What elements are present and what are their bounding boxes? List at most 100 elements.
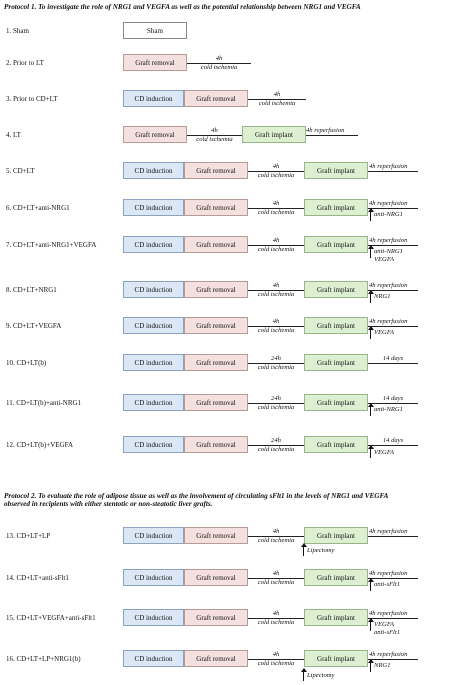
ischemia-label: cold ischemia bbox=[257, 446, 295, 453]
ischemia-time: 4h bbox=[272, 651, 280, 658]
graft-implant-box: Graft implant bbox=[304, 609, 368, 626]
ischemia-time: 24h bbox=[271, 395, 281, 402]
ischemia-time: 4h bbox=[272, 282, 280, 289]
ischemia-label: cold ischemia bbox=[257, 327, 295, 334]
row-label: 16. CD+LT+LP+NRG1(b) bbox=[6, 655, 81, 663]
up-arrow-icon bbox=[300, 668, 307, 681]
treatment-label: VEGFA bbox=[374, 329, 395, 336]
ischemia-line bbox=[248, 403, 304, 404]
graft-removal-box: Graft removal bbox=[184, 162, 248, 179]
ischemia-time: 4h bbox=[272, 570, 280, 577]
post-implant-label: 14 days bbox=[382, 395, 404, 402]
graft-removal-box: Graft removal bbox=[184, 199, 248, 216]
post-implant-label: 4h reperfusion bbox=[369, 163, 408, 170]
post-implant-line bbox=[368, 536, 418, 537]
cd-induction-box: CD induction bbox=[123, 199, 184, 216]
lipectomy-label: Lipectomy bbox=[307, 672, 335, 679]
ischemia-label: cold ischemia bbox=[257, 619, 295, 626]
ischemia-line bbox=[187, 135, 242, 136]
ischemia-line bbox=[248, 326, 304, 327]
ischemia-time: 4h bbox=[273, 91, 281, 98]
graft-implant-box: Graft implant bbox=[304, 199, 368, 216]
ischemia-label: cold ischemia bbox=[257, 209, 295, 216]
ischemia-time: 24h bbox=[271, 355, 281, 362]
up-arrow-icon bbox=[367, 445, 374, 458]
graft-implant-box: Graft implant bbox=[304, 317, 368, 334]
graft-removal-box: Graft removal bbox=[184, 354, 248, 371]
graft-implant-box: Graft implant bbox=[242, 126, 306, 143]
cd-induction-box: CD induction bbox=[123, 650, 184, 667]
post-implant-line bbox=[368, 445, 418, 446]
graft-implant-box: Graft implant bbox=[304, 162, 368, 179]
treatment-label: VEGFA bbox=[374, 256, 395, 263]
ischemia-line bbox=[248, 245, 304, 246]
cd-induction-box: CD induction bbox=[123, 569, 184, 586]
post-implant-line bbox=[368, 290, 418, 291]
ischemia-label: cold ischemia bbox=[257, 172, 295, 179]
post-implant-line bbox=[368, 578, 418, 579]
ischemia-line bbox=[248, 290, 304, 291]
post-implant-label: 4h reperfusion bbox=[369, 200, 408, 207]
treatment-label: anti-NRG1 bbox=[374, 406, 403, 413]
treatment-label: anti-sFlt1 bbox=[374, 629, 401, 636]
ischemia-time: 4h bbox=[272, 237, 280, 244]
post-implant-label: 4h reperfusion bbox=[369, 651, 408, 658]
ischemia-line bbox=[248, 578, 304, 579]
treatment-label: VEGFA bbox=[374, 449, 395, 456]
row-label: 7. CD+LT+anti-NRG1+VEGFA bbox=[6, 241, 97, 249]
post-implant-line bbox=[368, 403, 418, 404]
cd-induction-box: CD induction bbox=[123, 281, 184, 298]
row-label: 10. CD+LT(b) bbox=[6, 359, 47, 367]
graft-implant-box: Graft implant bbox=[304, 569, 368, 586]
row-label: 5. CD+LT bbox=[6, 167, 35, 175]
graft-implant-box: Graft implant bbox=[304, 394, 368, 411]
ischemia-time: 4h bbox=[272, 528, 280, 535]
ischemia-line bbox=[248, 445, 304, 446]
row-label: 14. CD+LT+anti-sFlt1 bbox=[6, 574, 69, 582]
treatment-label: NRG1 bbox=[374, 662, 391, 669]
up-arrow-icon bbox=[367, 659, 374, 672]
cd-induction-box: CD induction bbox=[123, 162, 184, 179]
up-arrow-icon bbox=[367, 290, 374, 303]
graft-removal-box: Graft removal bbox=[184, 609, 248, 626]
treatment-label: NRG1 bbox=[374, 293, 391, 300]
graft-removal-box: Graft removal bbox=[184, 281, 248, 298]
row-label: 6. CD+LT+anti-NRG1 bbox=[6, 204, 70, 212]
ischemia-time: 24h bbox=[271, 437, 281, 444]
post-implant-label: 4h reperfusion bbox=[369, 318, 408, 325]
ischemia-label: cold ischemia bbox=[257, 364, 295, 371]
post-implant-line bbox=[306, 135, 358, 136]
up-arrow-icon bbox=[300, 543, 307, 556]
graft-removal-box: Graft removal bbox=[123, 54, 187, 71]
cd-induction-box: CD induction bbox=[123, 317, 184, 334]
graft-removal-box: Graft removal bbox=[184, 90, 248, 107]
row-label: 2. Prior to LT bbox=[6, 59, 44, 67]
cd-induction-box: CD induction bbox=[123, 236, 184, 253]
ischemia-label: cold ischemia bbox=[257, 246, 295, 253]
cd-induction-box: CD induction bbox=[123, 394, 184, 411]
protocol-2-title-line-1: Protocol 2. To evaluate the role of adip… bbox=[4, 492, 389, 500]
ischemia-label: cold ischemia bbox=[257, 660, 295, 667]
graft-implant-box: Graft implant bbox=[304, 436, 368, 453]
cd-induction-box: CD induction bbox=[123, 527, 184, 544]
treatment-label: anti-NRG1 bbox=[374, 211, 403, 218]
graft-implant-box: Graft implant bbox=[304, 354, 368, 371]
ischemia-label: cold ischemia bbox=[258, 100, 296, 107]
post-implant-line bbox=[368, 326, 418, 327]
post-implant-label: 14 days bbox=[382, 355, 404, 362]
graft-removal-box: Graft removal bbox=[184, 436, 248, 453]
row-label: 3. Prior to CD+LT bbox=[6, 95, 58, 103]
row-label: 15. CD+LT+VEGFA+anti-sFlt1 bbox=[6, 614, 96, 622]
graft-implant-box: Graft implant bbox=[304, 236, 368, 253]
post-implant-line bbox=[368, 363, 418, 364]
ischemia-label: cold ischemia bbox=[257, 404, 295, 411]
ischemia-line bbox=[248, 363, 304, 364]
post-implant-label: 4h reperfusion bbox=[369, 610, 408, 617]
graft-removal-box: Graft removal bbox=[184, 527, 248, 544]
ischemia-line bbox=[248, 208, 304, 209]
post-implant-label: 4h reperfusion bbox=[369, 528, 408, 535]
treatment-label: anti-NRG1 bbox=[374, 248, 403, 255]
protocol-1-title: Protocol 1. To investigate the role of N… bbox=[4, 3, 361, 11]
graft-removal-box: Graft removal bbox=[184, 236, 248, 253]
graft-implant-box: Graft implant bbox=[304, 281, 368, 298]
